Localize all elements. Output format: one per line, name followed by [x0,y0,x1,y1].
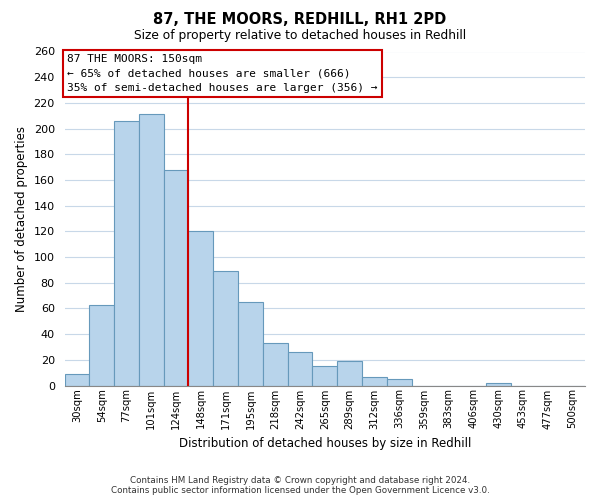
Bar [164,170,188,386]
Bar [238,302,263,386]
Text: 87, THE MOORS, REDHILL, RH1 2PD: 87, THE MOORS, REDHILL, RH1 2PD [154,12,446,28]
Bar [114,121,139,386]
Text: Contains HM Land Registry data © Crown copyright and database right 2024.
Contai: Contains HM Land Registry data © Crown c… [110,476,490,495]
Bar [213,271,238,386]
Bar [387,379,412,386]
Bar [313,366,337,386]
Bar [65,374,89,386]
Text: Size of property relative to detached houses in Redhill: Size of property relative to detached ho… [134,29,466,42]
Text: 87 THE MOORS: 150sqm
← 65% of detached houses are smaller (666)
35% of semi-deta: 87 THE MOORS: 150sqm ← 65% of detached h… [67,54,377,93]
Y-axis label: Number of detached properties: Number of detached properties [15,126,28,312]
Bar [486,383,511,386]
Bar [139,114,164,386]
Bar [362,376,387,386]
X-axis label: Distribution of detached houses by size in Redhill: Distribution of detached houses by size … [179,437,471,450]
Bar [337,361,362,386]
Bar [188,232,213,386]
Bar [89,304,114,386]
Bar [263,343,287,386]
Bar [287,352,313,386]
